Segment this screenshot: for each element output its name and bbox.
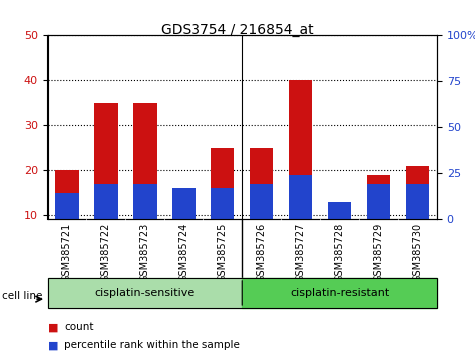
Bar <box>289 175 313 260</box>
Bar <box>367 175 390 260</box>
Text: GSM385722: GSM385722 <box>101 222 111 282</box>
Text: GDS3754 / 216854_at: GDS3754 / 216854_at <box>161 23 314 37</box>
Text: cisplatin-sensitive: cisplatin-sensitive <box>95 288 195 298</box>
Text: GSM385729: GSM385729 <box>373 222 384 282</box>
Text: GSM385723: GSM385723 <box>140 222 150 282</box>
Bar <box>48 278 242 308</box>
Text: GSM385730: GSM385730 <box>412 222 423 281</box>
Text: GSM385728: GSM385728 <box>334 222 345 282</box>
Bar <box>250 148 274 260</box>
Bar <box>211 188 235 260</box>
Text: GSM385724: GSM385724 <box>179 222 189 282</box>
Text: cisplatin-resistant: cisplatin-resistant <box>290 288 389 298</box>
Text: GSM385725: GSM385725 <box>218 222 228 282</box>
Text: GSM385727: GSM385727 <box>295 222 306 282</box>
Bar <box>328 206 352 260</box>
Bar <box>94 184 118 260</box>
Bar <box>289 80 313 260</box>
Bar <box>172 188 196 260</box>
Bar <box>367 184 390 260</box>
Bar <box>55 193 79 260</box>
Bar <box>94 103 118 260</box>
Text: ■: ■ <box>48 340 58 350</box>
Bar <box>242 278 437 308</box>
Bar <box>172 193 196 260</box>
Bar <box>211 148 235 260</box>
Bar <box>55 170 79 260</box>
Bar <box>133 184 157 260</box>
Text: count: count <box>64 322 94 332</box>
Text: GSM385721: GSM385721 <box>62 222 72 282</box>
Bar <box>328 201 352 260</box>
Text: cell line: cell line <box>2 291 43 301</box>
Bar <box>250 184 274 260</box>
Bar <box>133 103 157 260</box>
Text: percentile rank within the sample: percentile rank within the sample <box>64 340 240 350</box>
Bar <box>406 184 429 260</box>
Text: GSM385726: GSM385726 <box>256 222 267 282</box>
Text: ■: ■ <box>48 322 58 332</box>
Bar <box>406 166 429 260</box>
